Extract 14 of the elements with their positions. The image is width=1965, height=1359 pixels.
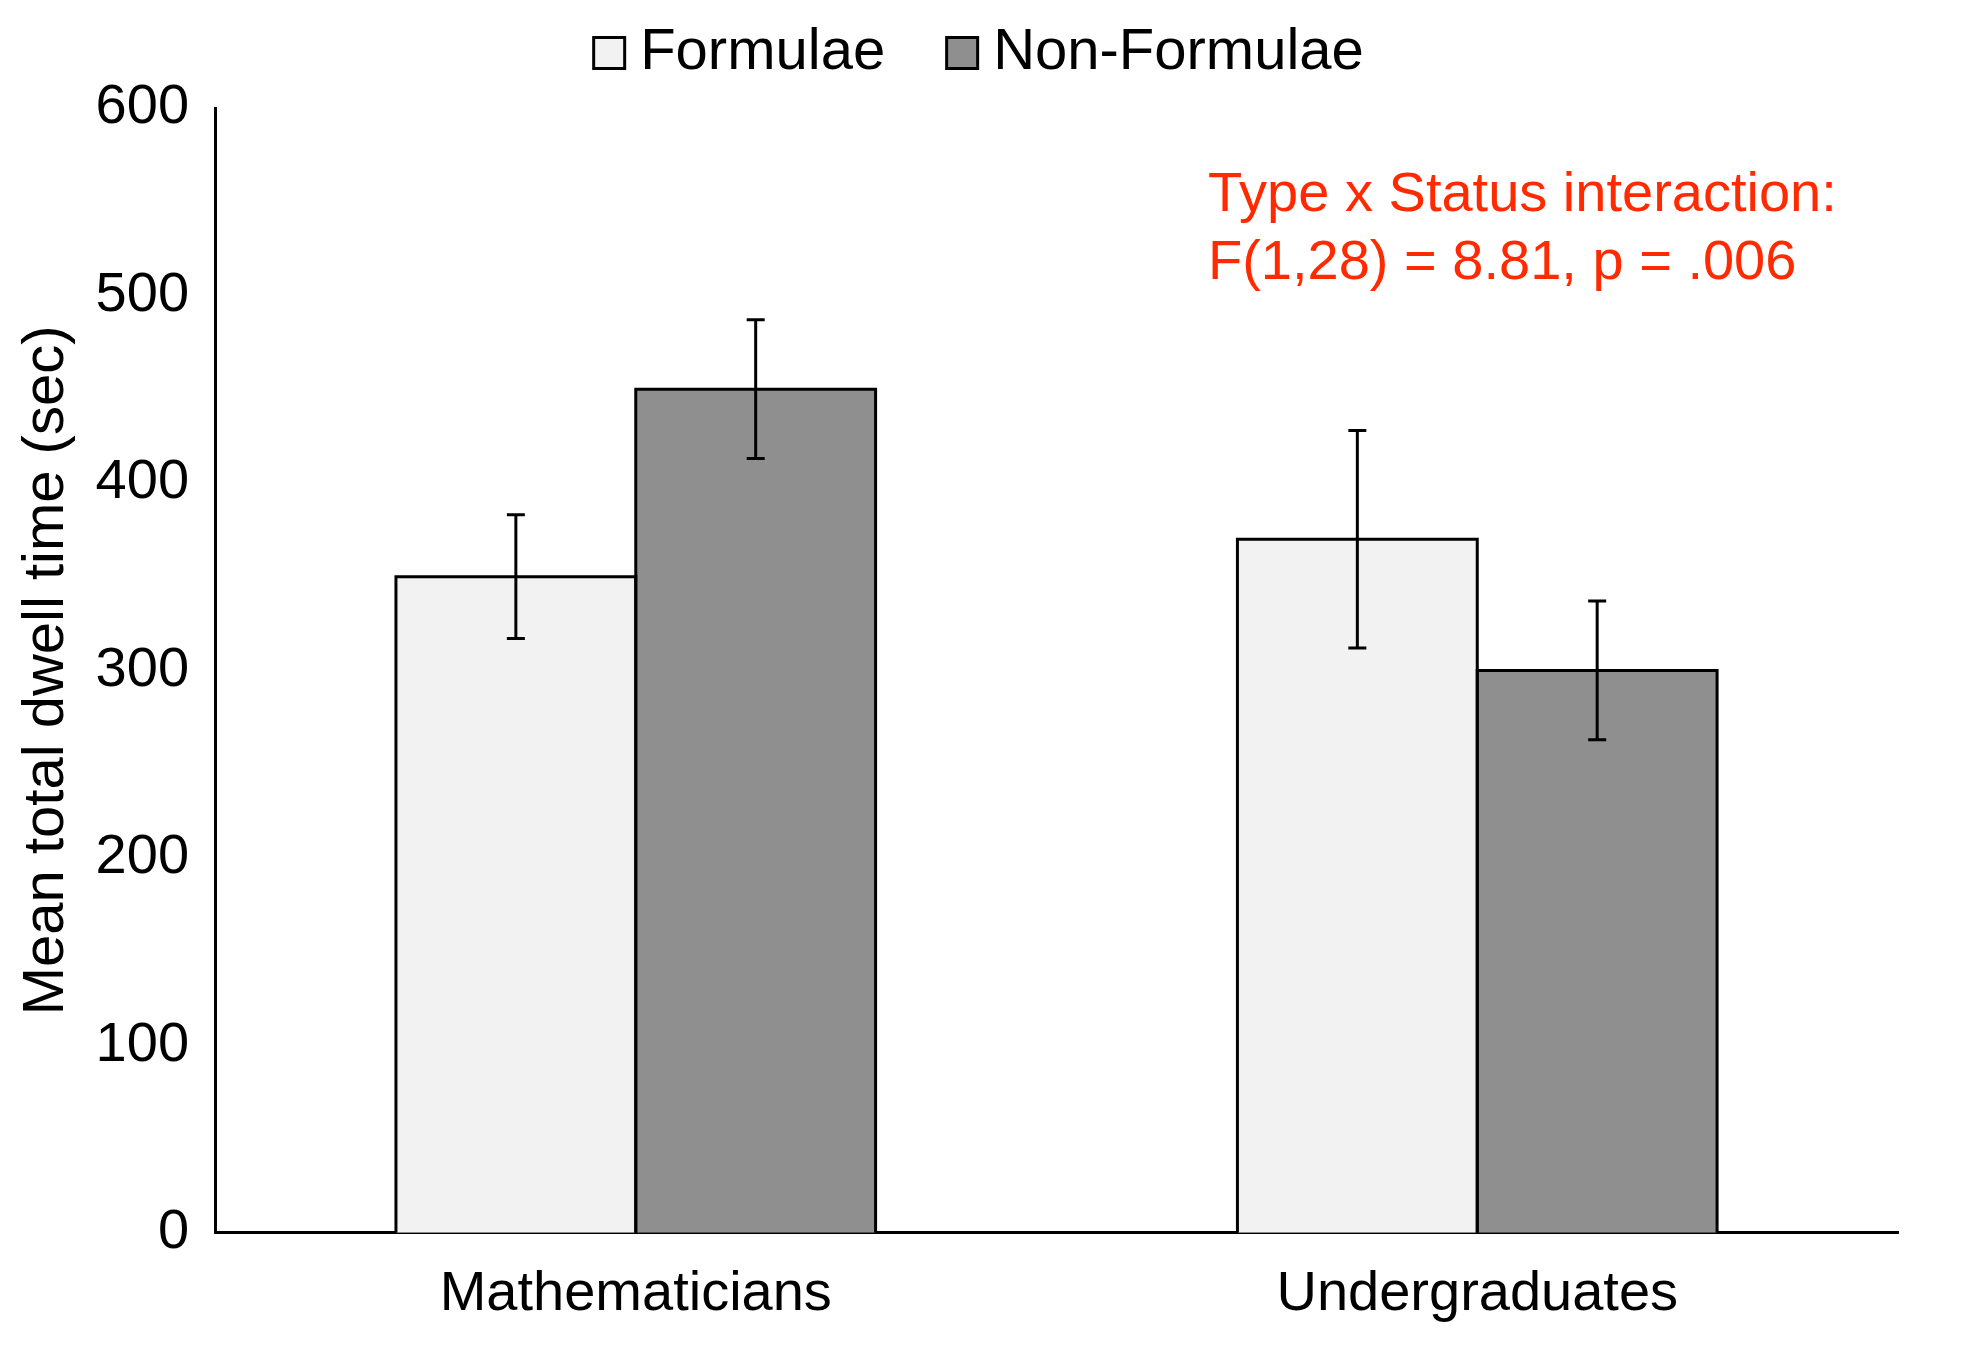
y-axis-title: Mean total dwell time (sec) [9,325,75,1016]
y-tick-label: 600 [95,72,190,136]
annotation: F(1,28) = 8.81, p = .006 [1208,228,1797,292]
y-tick-label: 400 [95,447,190,511]
legend-label: Formulae [640,16,886,81]
x-tick-label: Undergraduates [1276,1258,1679,1322]
annotation: Type x Status interaction: [1208,160,1837,224]
y-tick-label: 300 [95,634,190,698]
y-tick-label: 500 [95,259,190,323]
legend-label: Non-Formulae [993,16,1364,81]
y-tick-label: 100 [95,1009,190,1073]
y-tick-label: 200 [95,822,190,886]
y-tick-label: 0 [157,1197,190,1261]
x-tick-label: Mathematicians [439,1258,832,1322]
